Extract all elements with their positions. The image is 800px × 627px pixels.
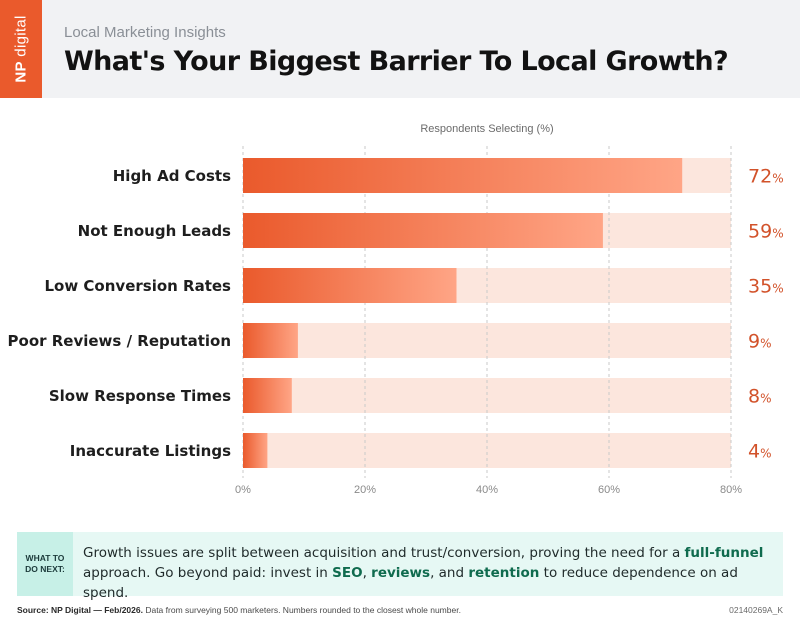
- data-label: 9%: [748, 331, 772, 353]
- callout-box: WHAT TO DO NEXT: Growth issues are split …: [17, 532, 783, 601]
- bar: [243, 213, 603, 248]
- bar: [243, 323, 298, 358]
- category-label: Inaccurate Listings: [70, 442, 231, 460]
- source-note: Source: NP Digital — Feb/2026. Data from…: [17, 605, 461, 615]
- bar-track: [243, 378, 731, 413]
- np-digital-logo: NP digital: [0, 0, 42, 98]
- subtitle: Local Marketing Insights: [64, 24, 226, 41]
- data-label: 35%: [748, 276, 784, 298]
- category-label: Not Enough Leads: [78, 222, 231, 240]
- data-label: 8%: [748, 386, 772, 408]
- bar: [243, 158, 683, 193]
- data-label: 72%: [748, 166, 784, 188]
- category-label: Slow Response Times: [49, 387, 231, 405]
- bar-track: [243, 433, 731, 468]
- data-label: 59%: [748, 221, 784, 243]
- x-tick-label: 60%: [598, 484, 620, 496]
- page-title: What's Your Biggest Barrier To Local Gro…: [64, 46, 729, 77]
- bar: [243, 268, 457, 303]
- header: NP digital Local Marketing Insights What…: [0, 0, 800, 98]
- bar: [243, 433, 268, 468]
- x-tick-label: 0%: [235, 484, 251, 496]
- category-label: Low Conversion Rates: [44, 277, 231, 295]
- bar-chart: Respondents Selecting (%) 0% 20% 40% 60% 80% H…: [8, 123, 784, 496]
- x-tick-label: 80%: [720, 484, 742, 496]
- category-label: Poor Reviews / Reputation: [8, 332, 231, 350]
- x-tick-label: 40%: [476, 484, 498, 496]
- data-label: 4%: [748, 441, 772, 463]
- callout-tag: WHAT TO DO NEXT:: [17, 532, 73, 596]
- bar: [243, 378, 292, 413]
- figure-code: 02140269A_K: [729, 605, 783, 615]
- logo-text: NP digital: [12, 15, 30, 83]
- callout-text: Growth issues are split between acquisit…: [83, 545, 764, 601]
- x-tick-label: 20%: [354, 484, 376, 496]
- x-axis-title: Respondents Selecting (%): [420, 123, 553, 135]
- category-label: High Ad Costs: [113, 167, 231, 185]
